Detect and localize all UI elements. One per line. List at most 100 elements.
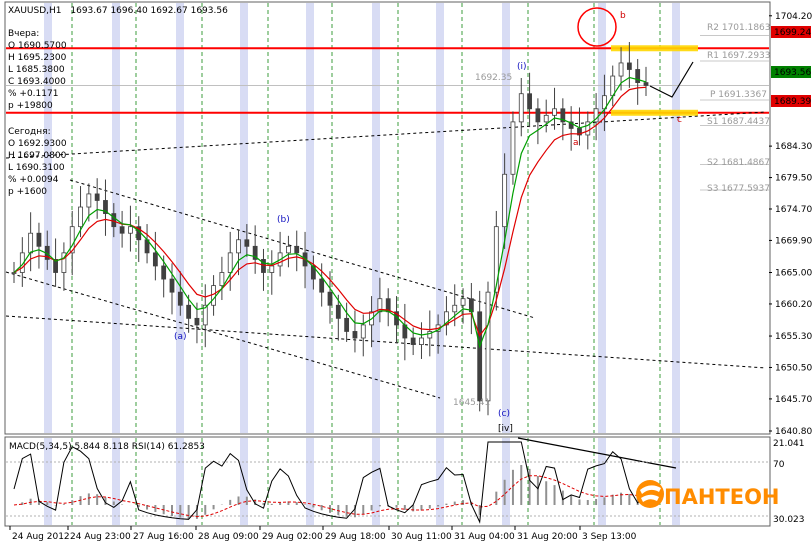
session-band-ind-9 <box>672 438 680 525</box>
macd-signal-line <box>13 475 647 518</box>
badge-current-text: 1693.56 <box>774 68 811 78</box>
candle-body-33 <box>286 245 291 254</box>
ytick-label-3: 1674.70 <box>775 205 812 215</box>
badge-resistance-text: 1699.24 <box>774 28 811 38</box>
today-low: L 1690.3100 <box>8 163 65 173</box>
candle-body-8 <box>78 206 83 228</box>
badge-resistance: 1699.24 <box>771 26 811 38</box>
candle-body-60 <box>510 121 516 175</box>
candle-body-0 <box>11 272 17 274</box>
candle-body-70 <box>593 108 599 123</box>
zones <box>6 35 769 191</box>
session-band-ind-6 <box>436 438 444 525</box>
candle-body-69 <box>585 121 591 136</box>
level-s3: S3 1677.5937 <box>707 184 770 194</box>
candle-body-40 <box>344 317 350 332</box>
xtick-label-8: 31 Aug 20:00 <box>517 532 578 542</box>
candle-body-42 <box>360 324 366 339</box>
session-band-8 <box>598 3 606 433</box>
trend-lower <box>5 315 767 369</box>
panteon-logo: ПАНТЕОН <box>636 480 780 509</box>
candle-body-59 <box>502 173 508 228</box>
channel-upper <box>69 179 536 319</box>
today-pts: p +1600 <box>8 187 47 197</box>
ytick-label-9: 1645.70 <box>775 395 812 405</box>
candle-body-61 <box>518 93 524 123</box>
candle-body-57 <box>485 291 491 402</box>
moving-averages <box>13 76 647 349</box>
level-s2: S2 1681.4867 <box>707 158 770 168</box>
wave-b-paren: (b) <box>277 215 290 225</box>
ytick-label-6: 1660.20 <box>775 300 812 310</box>
session-band-9 <box>672 3 680 433</box>
candle-body-62 <box>527 93 532 110</box>
indicator-axis-top: 21.041 <box>773 439 805 449</box>
yesterday-close: C 1693.4000 <box>8 77 66 87</box>
candle-body-23 <box>202 304 208 326</box>
logo-circle-icon <box>636 480 664 508</box>
forecast-path <box>649 61 694 98</box>
candle-body-67 <box>568 121 574 129</box>
candle-body-25 <box>219 272 225 287</box>
candle-body-14 <box>128 226 133 234</box>
xtick-label-3: 28 Aug 09:00 <box>198 532 259 542</box>
price-axis: 1704.20 1684.30 1679.50 1674.70 1669.90 1665.… <box>769 12 812 437</box>
candle-body-3 <box>36 232 42 247</box>
session-band-6 <box>436 3 444 433</box>
candle-body-17 <box>152 252 158 267</box>
time-axis: 24 Aug 2012 24 Aug 23:00 27 Aug 16:00 28 Au… <box>9 526 637 542</box>
candle-body-49 <box>419 337 424 345</box>
session-band-ind-4 <box>306 438 314 525</box>
macd-divergence-line <box>517 437 677 469</box>
xtick-label-0: 24 Aug 2012 <box>12 532 70 542</box>
session-band-ind-5 <box>372 438 380 525</box>
indicator-label: MACD(5,34,5) 5.844 8.118 RSI(14) 61.2853 <box>9 442 205 452</box>
indicator-axis-30: 30.023 <box>773 515 805 525</box>
level-p: P 1691.3367 <box>710 90 767 100</box>
ytick-label-4: 1669.90 <box>775 236 812 246</box>
ma-slow-line <box>13 86 647 337</box>
symbol-label: XAUUSD,H1 <box>8 6 62 16</box>
session-band-3 <box>240 3 248 433</box>
svg-text:XAUUSD,H1 1693.67 1696.40: XAUUSD,H1 1693.67 1696.40 1692.67 1693.5… <box>8 6 228 16</box>
session-band-ind-7 <box>502 438 510 525</box>
trend-upper <box>5 111 767 159</box>
ytick-label-5: 1665.00 <box>775 269 812 279</box>
candle-body-18 <box>161 265 167 280</box>
candle-body-21 <box>186 304 192 319</box>
today-open: O 1692.9300 <box>8 139 67 149</box>
ma-fast-line <box>13 76 647 349</box>
yesterday-pct: % +0.1171 <box>8 89 58 99</box>
ytick-label-7: 1655.30 <box>775 332 812 342</box>
candle-body-75 <box>635 69 641 83</box>
price-panel <box>4 1 771 435</box>
ytick-label-2: 1679.50 <box>775 174 812 184</box>
candle-body-65 <box>552 108 557 116</box>
candle-body-10 <box>94 193 100 201</box>
candle-body-19 <box>169 278 175 293</box>
candle-body-66 <box>560 108 566 123</box>
logo-swoosh-icon <box>640 485 661 494</box>
session-band-5 <box>372 3 380 433</box>
yesterday-low: L 1685.3800 <box>8 65 65 75</box>
badge-support-text: 1689.39 <box>774 97 811 107</box>
xtick-label-1: 24 Aug 23:00 <box>70 532 131 542</box>
xtick-label-2: 27 Aug 16:00 <box>133 532 194 542</box>
session-band-4 <box>306 3 314 433</box>
candle-body-29 <box>252 245 258 260</box>
grid-lines <box>71 3 661 525</box>
candle-body-31 <box>269 265 275 273</box>
xtick-label-4: 29 Aug 02:00 <box>262 532 323 542</box>
yesterday-pts: p +19800 <box>8 101 53 111</box>
candle-body-22 <box>194 317 200 326</box>
top-circle <box>577 7 617 47</box>
support-zone <box>611 109 698 116</box>
session-band-ind-0 <box>44 438 52 525</box>
candle-body-48 <box>410 337 416 345</box>
candle-body-38 <box>327 291 333 306</box>
session-band-ind-1 <box>112 438 120 525</box>
candle-body-27 <box>236 239 241 254</box>
candle-body-54 <box>460 298 466 306</box>
candle-body-56 <box>477 311 483 402</box>
wave-c: c <box>677 115 682 125</box>
